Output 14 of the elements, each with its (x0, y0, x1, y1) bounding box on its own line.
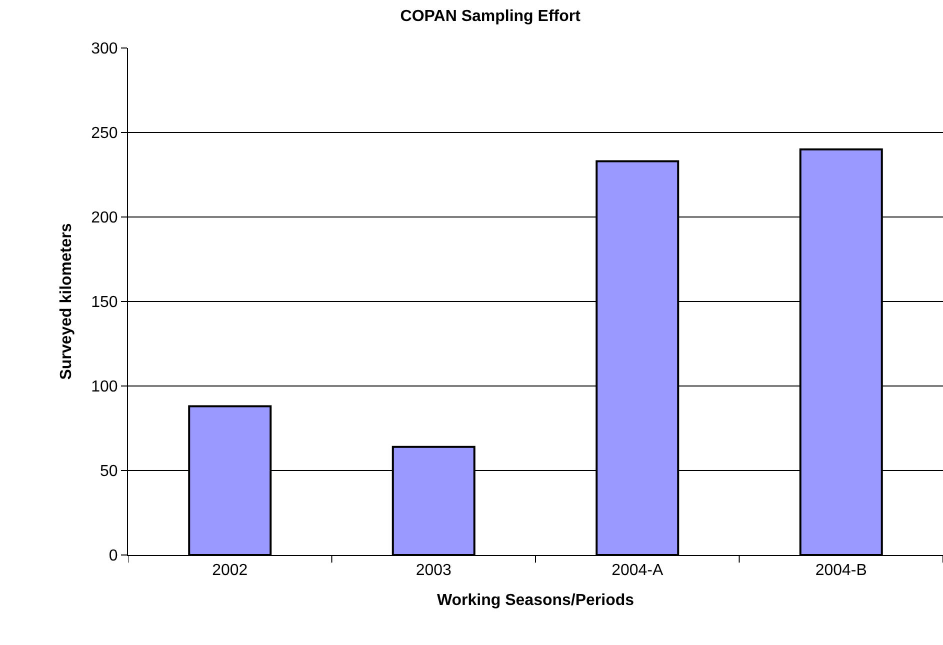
y-tick-label: 300 (91, 40, 118, 58)
y-tick-label: 250 (91, 125, 118, 142)
y-tick-label: 200 (91, 210, 118, 227)
x-tick-label: 2004-B (815, 562, 867, 580)
x-axis-title: Working Seasons/Periods (436, 592, 634, 609)
y-tick-label: 50 (100, 463, 118, 480)
y-tick-label: 150 (91, 294, 118, 312)
x-tick-label: 2004-A (612, 562, 664, 580)
y-tick-label: 0 (108, 548, 118, 565)
y-tick-label: 100 (91, 378, 118, 396)
x-tick-label: 2003 (416, 562, 452, 580)
x-tick-label: 2002 (212, 562, 248, 580)
y-axis-title: Surveyed kilometers (58, 223, 75, 380)
chart-title: COPAN Sampling Effort (400, 8, 582, 25)
